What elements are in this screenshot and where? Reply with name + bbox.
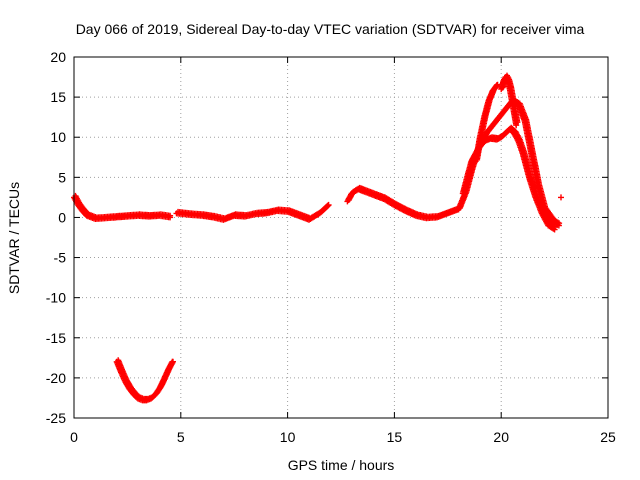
data-point: [514, 119, 521, 126]
y-tick-label: -25: [46, 410, 66, 426]
series-evening-steep-rise: [472, 81, 501, 165]
data-point: [513, 122, 520, 129]
series-afternoon-segment: [344, 184, 462, 222]
y-axis-title: SDTVAR / TECUs: [6, 182, 22, 294]
x-tick-label: 0: [70, 429, 78, 445]
y-tick-label: 0: [58, 209, 66, 225]
data-marks: [71, 72, 564, 404]
data-point: [169, 358, 176, 365]
chart-title: Day 066 of 2019, Sidereal Day-to-day VTE…: [76, 21, 585, 37]
y-tick-label: -20: [46, 370, 66, 386]
plot-frame: [73, 56, 609, 419]
y-tick-label: -15: [46, 330, 66, 346]
series-evening-peak: [498, 72, 521, 129]
data-point: [325, 202, 332, 209]
data-point: [558, 194, 564, 201]
tick-labels: 0 5 10 15 20 25 -25 -20 -15 -10 -5 0 5 10 15 20: [46, 49, 616, 445]
series-negative-arc: [113, 357, 176, 404]
x-tick-label: 15: [387, 429, 403, 445]
data-point: [167, 214, 174, 221]
grid: [74, 57, 608, 418]
y-tick-label: 10: [50, 129, 66, 145]
series-early-segment: [71, 192, 174, 222]
x-tick-label: 25: [600, 429, 616, 445]
series-outlier: [558, 194, 564, 201]
x-tick-label: 5: [177, 429, 185, 445]
x-tick-label: 10: [280, 429, 296, 445]
x-axis-title: GPS time / hours: [288, 457, 395, 473]
y-tick-label: 5: [58, 169, 66, 185]
y-tick-label: -5: [54, 250, 67, 266]
ticks: [73, 56, 609, 419]
x-tick-label: 20: [493, 429, 509, 445]
series-mid-segment: [173, 201, 332, 223]
data-point: [551, 226, 558, 233]
y-tick-label: 20: [50, 49, 66, 65]
y-tick-label: 15: [50, 89, 66, 105]
data-point: [555, 222, 562, 229]
y-tick-label: -10: [46, 290, 66, 306]
data-point: [493, 82, 500, 89]
